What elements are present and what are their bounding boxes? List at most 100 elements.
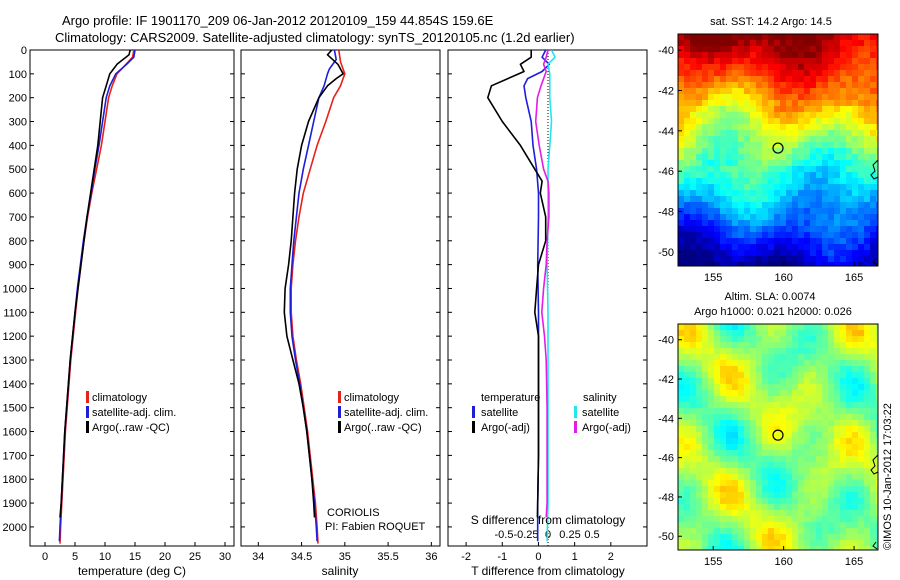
heatmap-cell (744, 46, 751, 53)
x-tick-label: 160 (774, 556, 792, 568)
heatmap-cell (708, 408, 715, 415)
heatmap-cell (714, 390, 721, 397)
heatmap-cell (852, 384, 859, 391)
heatmap-cell (852, 540, 859, 547)
heatmap-cell (822, 190, 829, 197)
heatmap-cell (762, 528, 769, 535)
heatmap-cell (792, 166, 799, 173)
heatmap-cell (690, 510, 697, 517)
heatmap-cell (726, 136, 733, 143)
heatmap-cell (786, 166, 793, 173)
heatmap-cell (852, 220, 859, 227)
heatmap-cell (864, 256, 871, 263)
heatmap-cell (678, 244, 685, 251)
heatmap-cell (714, 540, 721, 547)
heatmap-cell (840, 70, 847, 77)
heatmap-cell (762, 118, 769, 125)
heatmap-cell (756, 226, 763, 233)
heatmap-cell (858, 214, 865, 221)
heatmap-cell (816, 58, 823, 65)
heatmap-cell (684, 190, 691, 197)
heatmap-cell (762, 64, 769, 71)
heatmap-cell (858, 420, 865, 427)
heatmap-cell (822, 444, 829, 451)
heatmap-cell (696, 172, 703, 179)
heatmap-cell (870, 384, 877, 391)
heatmap-cell (678, 366, 685, 373)
heatmap-cell (828, 100, 835, 107)
heatmap-cell (864, 456, 871, 463)
heatmap-cell (690, 106, 697, 113)
heatmap-cell (762, 238, 769, 245)
heatmap-cell (828, 468, 835, 475)
heatmap-cell (864, 480, 871, 487)
heatmap-cell (804, 372, 811, 379)
heatmap-cell (726, 438, 733, 445)
heatmap-cell (768, 256, 775, 263)
heatmap-cell (798, 354, 805, 361)
heatmap-cell (678, 64, 685, 71)
heatmap-cell (702, 196, 709, 203)
heatmap-cell (750, 178, 757, 185)
heatmap-cell (762, 46, 769, 53)
heatmap-cell (762, 510, 769, 517)
heatmap-cell (822, 160, 829, 167)
heatmap-cell (804, 64, 811, 71)
heatmap-cell (798, 124, 805, 131)
heatmap-cell (774, 336, 781, 343)
heatmap-cell (762, 342, 769, 349)
heatmap-cell (684, 450, 691, 457)
heatmap-cell (780, 82, 787, 89)
heatmap-cell (678, 528, 685, 535)
heatmap-cell (876, 34, 878, 41)
heatmap-cell (846, 384, 853, 391)
heatmap-cell (690, 118, 697, 125)
heatmap-cell (690, 94, 697, 101)
heatmap-cell (798, 76, 805, 83)
heatmap-cell (768, 354, 775, 361)
heatmap-cell (774, 160, 781, 167)
heatmap-cell (798, 184, 805, 191)
heatmap-cell (786, 492, 793, 499)
heatmap-cell (684, 486, 691, 493)
heatmap-cell (870, 76, 877, 83)
heatmap-cell (690, 546, 697, 550)
heatmap-cell (762, 432, 769, 439)
heatmap-cell (876, 372, 878, 379)
heatmap-cell (810, 504, 817, 511)
heatmap-cell (720, 112, 727, 119)
heatmap-cell (834, 360, 841, 367)
heatmap-cell (828, 408, 835, 415)
heatmap-cell (840, 40, 847, 47)
heatmap-cell (732, 34, 739, 41)
heatmap-cell (846, 136, 853, 143)
heatmap-cell (708, 124, 715, 131)
x-tick-label: 34.5 (291, 551, 312, 563)
heatmap-cell (864, 348, 871, 355)
heatmap-cell (684, 124, 691, 131)
heatmap-cell (756, 250, 763, 257)
heatmap-cell (756, 76, 763, 83)
heatmap-cell (762, 214, 769, 221)
heatmap-cell (684, 64, 691, 71)
heatmap-cell (780, 342, 787, 349)
heatmap-cell (858, 516, 865, 523)
y-tick-label: 1500 (3, 403, 27, 415)
heatmap-cell (684, 468, 691, 475)
heatmap-cell (720, 190, 727, 197)
heatmap-cell (828, 534, 835, 541)
heatmap-cell (852, 238, 859, 245)
heatmap-cell (708, 148, 715, 155)
heatmap-cell (720, 106, 727, 113)
heatmap-cell (846, 106, 853, 113)
heatmap-cell (828, 330, 835, 337)
heatmap-cell (696, 360, 703, 367)
heatmap-cell (780, 130, 787, 137)
heatmap-cell (858, 324, 865, 331)
heatmap-cell (744, 546, 751, 550)
heatmap-cell (690, 372, 697, 379)
heatmap-cell (804, 142, 811, 149)
heatmap-cell (750, 408, 757, 415)
heatmap-cell (852, 546, 859, 550)
legend-label-t-argo: Argo(-adj) (481, 422, 530, 434)
